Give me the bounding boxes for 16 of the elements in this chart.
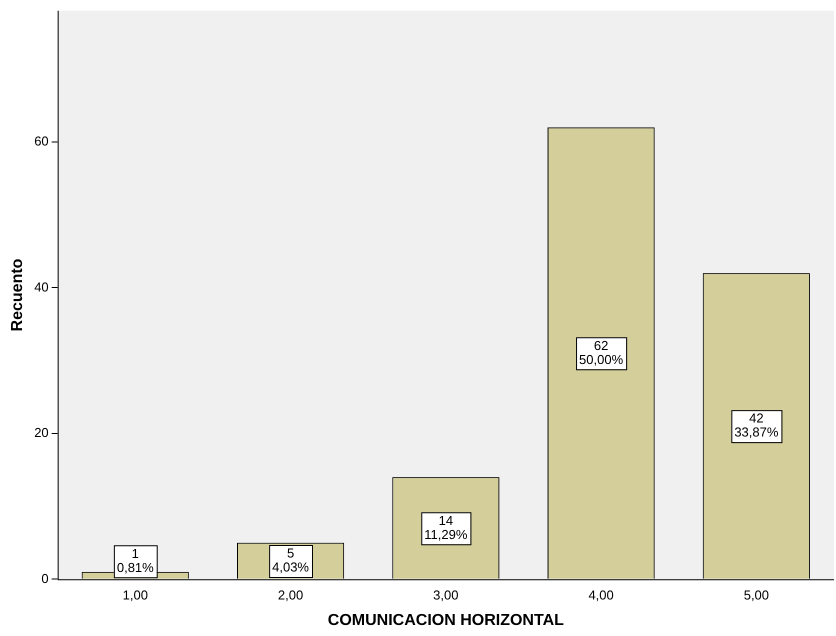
y-tick-label: 60 <box>34 134 49 149</box>
y-tick-label: 0 <box>41 570 49 586</box>
x-tick-label: 4,00 <box>588 588 614 603</box>
x-tick-label: 5,00 <box>744 588 770 603</box>
x-tick-label: 3,00 <box>433 588 458 603</box>
data-label: 42 33,87% <box>734 410 779 440</box>
y-axis-title: Recuento <box>9 258 26 332</box>
y-tick-label: 40 <box>34 279 49 294</box>
data-label: 14 11,29% <box>424 512 468 542</box>
x-tick-label: 1,00 <box>122 588 148 603</box>
data-label: 5 4,03% <box>272 546 310 575</box>
x-axis-title: COMUNICACION HORIZONTAL <box>328 612 564 629</box>
x-tick-label: 2,00 <box>278 588 304 603</box>
data-label: 62 50,00% <box>579 338 624 367</box>
y-tick-label: 20 <box>34 425 49 440</box>
data-label: 1 0,81% <box>116 546 154 575</box>
